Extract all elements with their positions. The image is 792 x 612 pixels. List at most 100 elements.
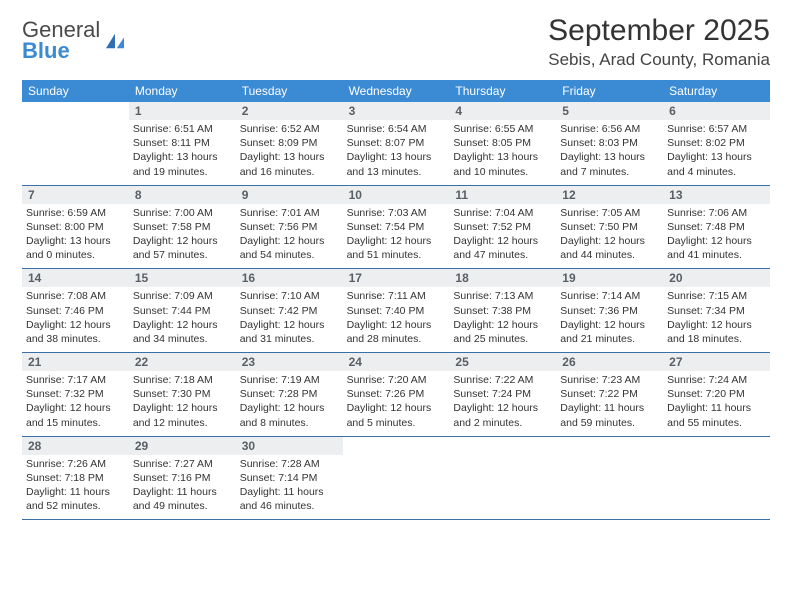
sunrise-text: Sunrise: 6:51 AM	[133, 122, 232, 136]
sunrise-text: Sunrise: 7:26 AM	[26, 457, 125, 471]
date-number: 11	[449, 186, 556, 204]
day-info: Sunrise: 6:55 AMSunset: 8:05 PMDaylight:…	[449, 120, 556, 185]
daylight-text: Daylight: 11 hours and 59 minutes.	[560, 401, 659, 429]
sunrise-text: Sunrise: 7:04 AM	[453, 206, 552, 220]
day-info: Sunrise: 7:20 AMSunset: 7:26 PMDaylight:…	[343, 371, 450, 436]
calendar-cell: 7Sunrise: 6:59 AMSunset: 8:00 PMDaylight…	[22, 186, 129, 269]
date-number: 29	[129, 437, 236, 455]
location-subtitle: Sebis, Arad County, Romania	[548, 50, 770, 70]
calendar-cell: 1Sunrise: 6:51 AMSunset: 8:11 PMDaylight…	[129, 102, 236, 185]
sunrise-text: Sunrise: 6:54 AM	[347, 122, 446, 136]
sunset-text: Sunset: 7:24 PM	[453, 387, 552, 401]
sunset-text: Sunset: 8:05 PM	[453, 136, 552, 150]
calendar-cell: 27Sunrise: 7:24 AMSunset: 7:20 PMDayligh…	[663, 353, 770, 436]
calendar-cell	[343, 437, 450, 520]
calendar-cell: 2Sunrise: 6:52 AMSunset: 8:09 PMDaylight…	[236, 102, 343, 185]
date-number: 13	[663, 186, 770, 204]
sunset-text: Sunset: 7:44 PM	[133, 304, 232, 318]
sunset-text: Sunset: 7:30 PM	[133, 387, 232, 401]
date-number: 4	[449, 102, 556, 120]
month-title: September 2025	[548, 14, 770, 48]
day-info: Sunrise: 7:23 AMSunset: 7:22 PMDaylight:…	[556, 371, 663, 436]
calendar-cell: 8Sunrise: 7:00 AMSunset: 7:58 PMDaylight…	[129, 186, 236, 269]
sunrise-text: Sunrise: 6:52 AM	[240, 122, 339, 136]
daylight-text: Daylight: 13 hours and 0 minutes.	[26, 234, 125, 262]
date-number: 9	[236, 186, 343, 204]
date-number: 17	[343, 269, 450, 287]
calendar-cell: 14Sunrise: 7:08 AMSunset: 7:46 PMDayligh…	[22, 269, 129, 352]
sunrise-text: Sunrise: 7:01 AM	[240, 206, 339, 220]
sunset-text: Sunset: 8:09 PM	[240, 136, 339, 150]
sail-icon	[104, 32, 126, 50]
sunset-text: Sunset: 7:42 PM	[240, 304, 339, 318]
date-number: 7	[22, 186, 129, 204]
calendar-cell: 20Sunrise: 7:15 AMSunset: 7:34 PMDayligh…	[663, 269, 770, 352]
date-number: 18	[449, 269, 556, 287]
sunrise-text: Sunrise: 7:22 AM	[453, 373, 552, 387]
date-number: 25	[449, 353, 556, 371]
sunrise-text: Sunrise: 6:56 AM	[560, 122, 659, 136]
date-number: 6	[663, 102, 770, 120]
page-header: General Blue September 2025 Sebis, Arad …	[22, 14, 770, 70]
day-info: Sunrise: 7:22 AMSunset: 7:24 PMDaylight:…	[449, 371, 556, 436]
sunrise-text: Sunrise: 7:13 AM	[453, 289, 552, 303]
sunset-text: Sunset: 7:32 PM	[26, 387, 125, 401]
calendar-week: 1Sunrise: 6:51 AMSunset: 8:11 PMDaylight…	[22, 102, 770, 186]
calendar-cell: 9Sunrise: 7:01 AMSunset: 7:56 PMDaylight…	[236, 186, 343, 269]
date-number: 3	[343, 102, 450, 120]
weekday-label: Friday	[556, 80, 663, 102]
daylight-text: Daylight: 12 hours and 28 minutes.	[347, 318, 446, 346]
daylight-text: Daylight: 13 hours and 4 minutes.	[667, 150, 766, 178]
date-number: 16	[236, 269, 343, 287]
day-info: Sunrise: 6:54 AMSunset: 8:07 PMDaylight:…	[343, 120, 450, 185]
calendar-week: 7Sunrise: 6:59 AMSunset: 8:00 PMDaylight…	[22, 186, 770, 270]
daylight-text: Daylight: 12 hours and 5 minutes.	[347, 401, 446, 429]
calendar-cell: 11Sunrise: 7:04 AMSunset: 7:52 PMDayligh…	[449, 186, 556, 269]
calendar-week: 28Sunrise: 7:26 AMSunset: 7:18 PMDayligh…	[22, 437, 770, 521]
sunrise-text: Sunrise: 7:28 AM	[240, 457, 339, 471]
sunset-text: Sunset: 7:28 PM	[240, 387, 339, 401]
date-number: 15	[129, 269, 236, 287]
day-info: Sunrise: 6:57 AMSunset: 8:02 PMDaylight:…	[663, 120, 770, 185]
day-info: Sunrise: 7:24 AMSunset: 7:20 PMDaylight:…	[663, 371, 770, 436]
sunset-text: Sunset: 7:50 PM	[560, 220, 659, 234]
date-number: 24	[343, 353, 450, 371]
sunrise-text: Sunrise: 7:03 AM	[347, 206, 446, 220]
date-number: 14	[22, 269, 129, 287]
sunset-text: Sunset: 8:03 PM	[560, 136, 659, 150]
daylight-text: Daylight: 11 hours and 55 minutes.	[667, 401, 766, 429]
daylight-text: Daylight: 12 hours and 57 minutes.	[133, 234, 232, 262]
daylight-text: Daylight: 12 hours and 31 minutes.	[240, 318, 339, 346]
date-number: 21	[22, 353, 129, 371]
sunset-text: Sunset: 8:07 PM	[347, 136, 446, 150]
day-info: Sunrise: 7:18 AMSunset: 7:30 PMDaylight:…	[129, 371, 236, 436]
sunset-text: Sunset: 7:16 PM	[133, 471, 232, 485]
sunset-text: Sunset: 8:00 PM	[26, 220, 125, 234]
weekday-label: Saturday	[663, 80, 770, 102]
day-info: Sunrise: 7:06 AMSunset: 7:48 PMDaylight:…	[663, 204, 770, 269]
sunrise-text: Sunrise: 7:17 AM	[26, 373, 125, 387]
sunrise-text: Sunrise: 7:06 AM	[667, 206, 766, 220]
daylight-text: Daylight: 13 hours and 10 minutes.	[453, 150, 552, 178]
daylight-text: Daylight: 12 hours and 15 minutes.	[26, 401, 125, 429]
calendar-cell	[556, 437, 663, 520]
calendar-cell: 30Sunrise: 7:28 AMSunset: 7:14 PMDayligh…	[236, 437, 343, 520]
day-info: Sunrise: 7:08 AMSunset: 7:46 PMDaylight:…	[22, 287, 129, 352]
calendar-cell: 29Sunrise: 7:27 AMSunset: 7:16 PMDayligh…	[129, 437, 236, 520]
weekday-label: Monday	[129, 80, 236, 102]
calendar-cell: 5Sunrise: 6:56 AMSunset: 8:03 PMDaylight…	[556, 102, 663, 185]
day-info: Sunrise: 7:14 AMSunset: 7:36 PMDaylight:…	[556, 287, 663, 352]
daylight-text: Daylight: 13 hours and 19 minutes.	[133, 150, 232, 178]
sunrise-text: Sunrise: 7:00 AM	[133, 206, 232, 220]
daylight-text: Daylight: 11 hours and 49 minutes.	[133, 485, 232, 513]
daylight-text: Daylight: 12 hours and 38 minutes.	[26, 318, 125, 346]
date-number: 22	[129, 353, 236, 371]
daylight-text: Daylight: 12 hours and 54 minutes.	[240, 234, 339, 262]
calendar-cell: 28Sunrise: 7:26 AMSunset: 7:18 PMDayligh…	[22, 437, 129, 520]
calendar-cell: 15Sunrise: 7:09 AMSunset: 7:44 PMDayligh…	[129, 269, 236, 352]
daylight-text: Daylight: 12 hours and 12 minutes.	[133, 401, 232, 429]
sunrise-text: Sunrise: 7:20 AM	[347, 373, 446, 387]
sunset-text: Sunset: 8:11 PM	[133, 136, 232, 150]
calendar-week: 21Sunrise: 7:17 AMSunset: 7:32 PMDayligh…	[22, 353, 770, 437]
weekday-label: Thursday	[449, 80, 556, 102]
